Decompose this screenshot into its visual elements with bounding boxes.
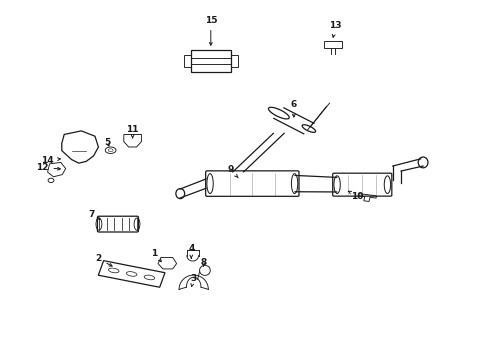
Text: 11: 11 — [126, 125, 139, 138]
Text: 3: 3 — [191, 274, 197, 287]
Text: 1: 1 — [151, 249, 161, 262]
Text: 8: 8 — [200, 258, 207, 267]
Bar — [324, 41, 342, 48]
Text: 4: 4 — [188, 244, 195, 258]
Text: 10: 10 — [348, 191, 364, 201]
Text: 12: 12 — [36, 163, 60, 172]
Text: 7: 7 — [88, 210, 100, 219]
Text: 5: 5 — [104, 138, 110, 147]
Bar — [231, 55, 238, 67]
Text: 6: 6 — [291, 100, 297, 117]
Bar — [184, 55, 191, 67]
Text: 9: 9 — [227, 165, 238, 178]
Text: 13: 13 — [329, 21, 342, 37]
Text: 15: 15 — [204, 16, 217, 45]
Bar — [191, 50, 231, 72]
Text: 14: 14 — [41, 156, 60, 165]
Text: 2: 2 — [95, 255, 112, 266]
